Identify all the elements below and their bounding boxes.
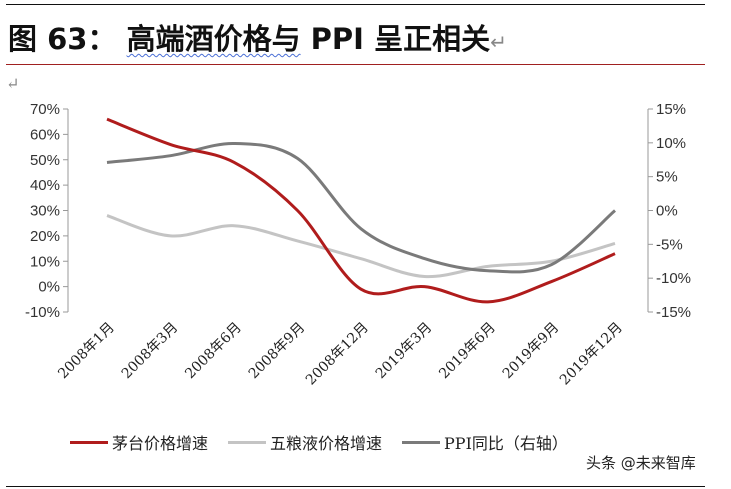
x-tick-label: 2008年12月 [303, 320, 372, 389]
legend-item-maotai: 茅台价格增速 [70, 430, 208, 454]
right-tick-label: 5% [656, 169, 678, 186]
legend-label: 五粮液价格增速 [270, 434, 383, 453]
right-tick-label: 15% [656, 101, 686, 118]
left-tick-label: 60% [30, 126, 60, 143]
bottom-rule [6, 486, 705, 487]
x-tick-label: 2008年9月 [246, 320, 309, 383]
x-tick-label: 2019年12月 [557, 320, 626, 389]
legend-label: 茅台价格增速 [112, 434, 209, 453]
x-tick-label: 2008年3月 [119, 320, 182, 383]
right-tick-label: 0% [656, 203, 678, 220]
right-tick-label: 10% [656, 135, 686, 152]
left-tick-label: 50% [30, 152, 60, 169]
title-rule [6, 64, 705, 65]
left-tick-label: -10% [25, 304, 60, 321]
title-tail: PPI 呈正相关 [300, 22, 491, 56]
series-line-1 [106, 214, 616, 279]
x-tick-label: 2008年6月 [182, 320, 245, 383]
return-mark-icon: ↵ [6, 74, 20, 93]
title-main: 高端酒价格与 [126, 22, 301, 56]
right-tick-label: -5% [656, 236, 683, 253]
legend-item-wuliangye: 五粮液价格增速 [228, 430, 382, 454]
legend-item-ppi: PPI同比（右轴） [402, 430, 568, 454]
figure-number: 图 63： [8, 22, 117, 56]
left-tick-label: 0% [38, 279, 60, 296]
x-tick-label: 2019年6月 [436, 320, 499, 383]
series-line-2 [106, 142, 616, 274]
return-mark-icon: ↵ [490, 30, 507, 54]
left-tick-label: 20% [30, 228, 60, 245]
left-tick-label: 10% [30, 253, 60, 270]
x-tick-label: 2019年9月 [500, 320, 563, 383]
legend-swatch [70, 440, 108, 444]
top-rule [6, 4, 705, 5]
legend: 茅台价格增速 五粮液价格增速 PPI同比（右轴） [70, 430, 568, 454]
x-tick-label: 2008年1月 [55, 320, 118, 383]
figure-title: 图 63： 高端酒价格与 PPI 呈正相关↵ [8, 16, 507, 58]
watermark: 头条 @未来智库 [586, 454, 696, 472]
left-tick-label: 30% [30, 203, 60, 220]
left-tick-label: 70% [30, 101, 60, 118]
legend-swatch [228, 440, 267, 444]
x-tick-label: 2019年3月 [373, 320, 436, 383]
right-tick-label: -15% [656, 304, 691, 321]
legend-label: PPI同比（右轴） [444, 434, 568, 453]
legend-swatch [402, 440, 441, 444]
series-line-0 [106, 117, 616, 304]
left-tick-label: 40% [30, 177, 60, 194]
right-tick-label: -10% [656, 270, 691, 287]
